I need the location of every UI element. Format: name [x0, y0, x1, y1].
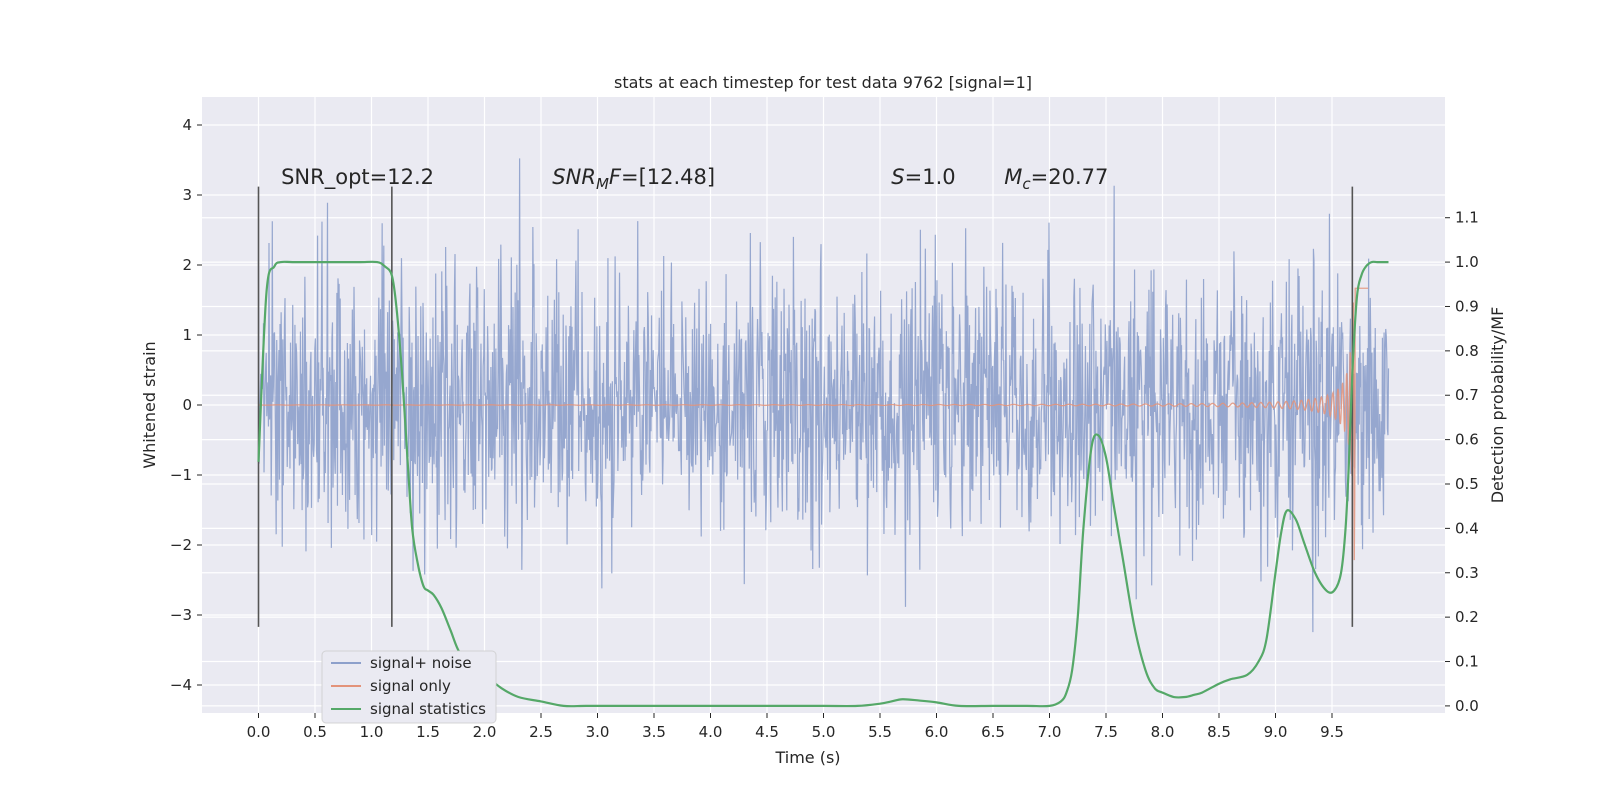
- signal-noise-series: [257, 158, 1390, 633]
- x-tick-label: 6.0: [925, 723, 949, 741]
- y-right-tick-label: 0.9: [1455, 297, 1479, 315]
- signal-statistics-line: [257, 260, 1389, 708]
- y-tick-label: −4: [170, 676, 192, 694]
- y-axis-label-right: Detection probability/MF: [1488, 307, 1507, 504]
- x-tick-label: 4.0: [699, 723, 723, 741]
- y-tick-label: −3: [170, 606, 192, 624]
- legend-label-statistics: signal statistics: [370, 700, 486, 718]
- x-tick-label: 5.0: [812, 723, 836, 741]
- annotation-value: =20.77: [1031, 165, 1109, 189]
- x-tick-label: 2.0: [473, 723, 497, 741]
- x-tick-label: 3.5: [642, 723, 666, 741]
- signal-statistics-series: [257, 260, 1389, 708]
- annotation-3: Mc=20.77: [1004, 165, 1108, 193]
- x-tick-label: 9.0: [1264, 723, 1288, 741]
- annotation-symbol: S: [891, 165, 904, 189]
- y-right-tick-label: 0.6: [1455, 431, 1479, 449]
- legend-label-noise: signal+ noise: [370, 654, 472, 672]
- vertical-markers: [257, 186, 1354, 627]
- x-tick-label: 9.5: [1320, 723, 1344, 741]
- x-axis-label: Time (s): [774, 748, 840, 767]
- y-tick-label: −1: [170, 466, 192, 484]
- y-tick-label: 4: [182, 116, 192, 134]
- annotation-value: =[12.48]: [621, 165, 715, 189]
- annotation-symbol: M: [1004, 165, 1022, 189]
- annotation-1: SNRMF=[12.48]: [552, 165, 715, 193]
- annotation-subscript: M: [596, 175, 609, 193]
- signal-only-line: [258, 287, 1369, 561]
- x-tick-label: 1.0: [360, 723, 384, 741]
- annotation-value: =1.0: [905, 165, 956, 189]
- y-right-tick-label: 1.0: [1455, 253, 1479, 271]
- x-tick-label: 5.5: [868, 723, 892, 741]
- y-axis-label: Whitened strain: [140, 341, 159, 468]
- legend: signal+ noise signal only signal statist…: [321, 650, 497, 724]
- y-tick-label: 0: [182, 396, 192, 414]
- y-tick-label: 2: [182, 256, 192, 274]
- y-right-tick-label: 0.2: [1455, 608, 1479, 626]
- y-right-tick-label: 0.3: [1455, 564, 1479, 582]
- y-right-tick-label: 0.4: [1455, 519, 1479, 537]
- annotations: SNR_opt=12.2 SNRMF=[12.48] S=1.0 Mc=20.77: [281, 165, 1108, 193]
- x-tick-label: 8.5: [1207, 723, 1231, 741]
- annotation-text: SNR_opt=12.2: [281, 165, 434, 190]
- x-tick-label: 0.0: [247, 723, 271, 741]
- y-right-tick-label: 1.1: [1455, 209, 1479, 227]
- x-tick-label: 7.5: [1094, 723, 1118, 741]
- annotation-0: SNR_opt=12.2: [281, 165, 434, 190]
- legend-label-signal: signal only: [370, 677, 451, 695]
- annotation-symbol-rest: F: [609, 165, 622, 189]
- y-tick-label: 3: [182, 186, 192, 204]
- y-right-tick-label: 0.8: [1455, 342, 1479, 360]
- x-tick-label: 0.5: [303, 723, 327, 741]
- y-right-tick-label: 0.5: [1455, 475, 1479, 493]
- x-tick-label: 6.5: [981, 723, 1005, 741]
- x-tick-label: 3.0: [586, 723, 610, 741]
- x-tick-label: 1.5: [416, 723, 440, 741]
- x-tick-label: 8.0: [1151, 723, 1175, 741]
- x-tick-label: 4.5: [755, 723, 779, 741]
- x-tick-label: 2.5: [529, 723, 553, 741]
- legend-box: [321, 650, 497, 724]
- annotation-symbol: SNR: [552, 165, 596, 189]
- y-right-tick-label: 0.1: [1455, 653, 1479, 671]
- signal-noise-line: [257, 158, 1390, 633]
- y-tick-label: −2: [170, 536, 192, 554]
- signal-only-series: [258, 287, 1369, 561]
- chart-title: stats at each timestep for test data 976…: [614, 73, 1032, 92]
- annotation-2: S=1.0: [891, 165, 955, 189]
- y-tick-label: 1: [182, 326, 192, 344]
- x-tick-label: 7.0: [1038, 723, 1062, 741]
- y-right-tick-label: 0.7: [1455, 386, 1479, 404]
- annotation-subscript: c: [1022, 175, 1031, 193]
- y-right-tick-label: 0.0: [1455, 697, 1479, 715]
- axes: 0.0 0.5 1.0 1.5 2.0 2.5 3.0 3.5 4.0 4.5 5.0 5.5 6.0 6…: [170, 116, 1479, 741]
